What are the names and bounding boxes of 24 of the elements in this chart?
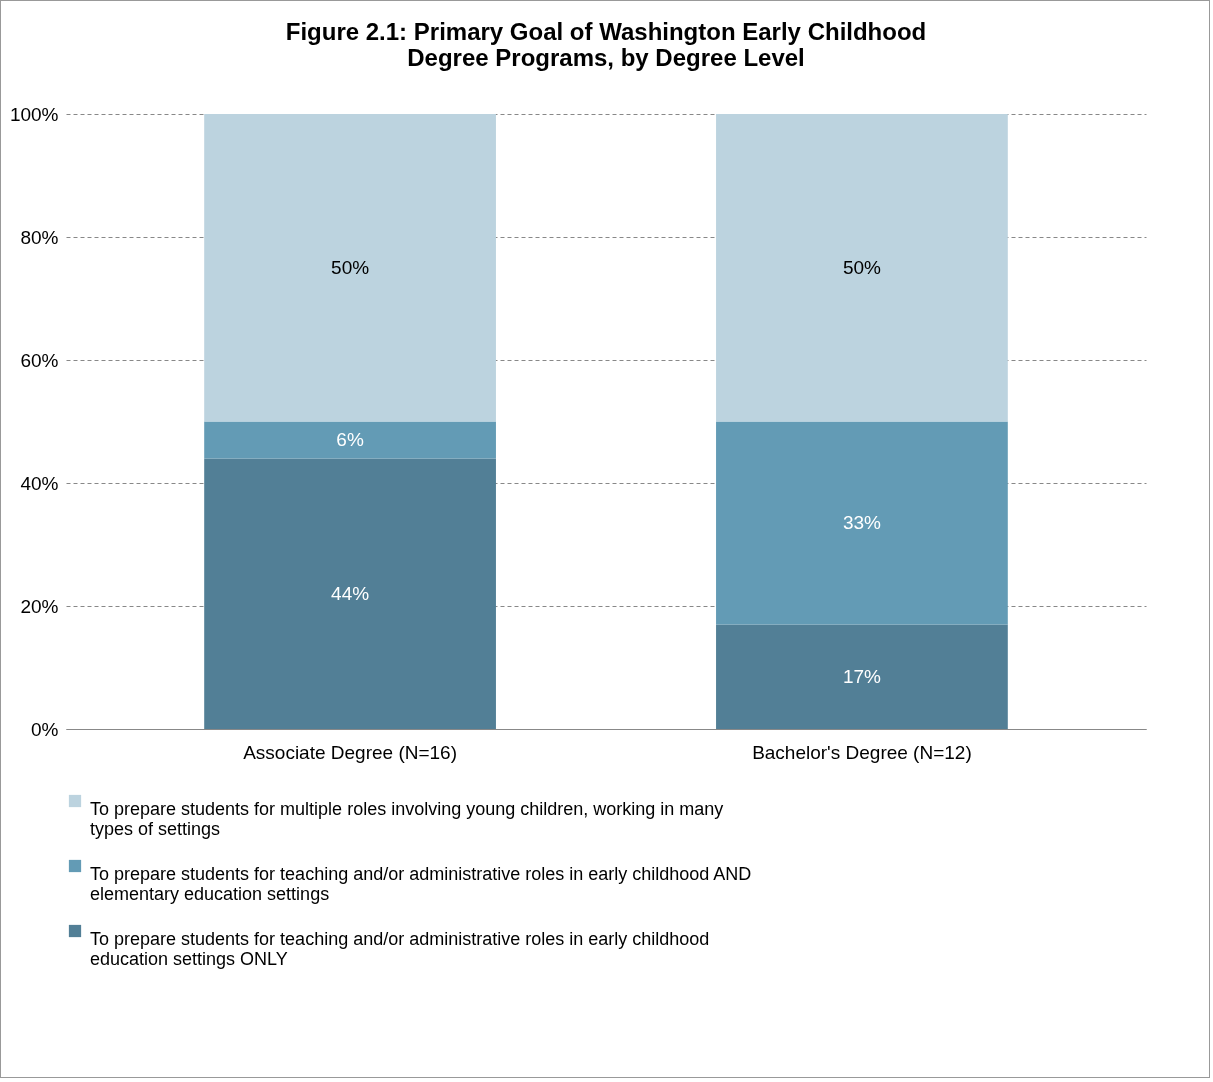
data-label: 50% (842, 256, 882, 278)
data-label: 50% (331, 256, 370, 278)
y-tick-label: 60% (20, 349, 59, 371)
data-label: 33% (842, 511, 882, 533)
legend-label: To prepare students for multiple roles involving young children, working in many types of settings (90, 799, 724, 839)
legend-label: To prepare students for teaching and/or administrative roles in early childhood education settings ONLY (90, 929, 710, 969)
x-tick-label: Associate Degree (N=16) (243, 741, 458, 763)
bar (716, 624, 1008, 729)
data-label: 17% (842, 665, 882, 687)
data-label: 6% (336, 428, 364, 450)
y-tick-label: 100% (9, 103, 59, 125)
bar (716, 114, 1008, 422)
y-tick-label: 0% (31, 718, 59, 740)
bar (204, 421, 496, 459)
y-tick-label: 40% (20, 472, 59, 494)
bar (204, 458, 496, 729)
data-label: 44% (331, 582, 370, 604)
y-tick-label: 20% (20, 595, 59, 617)
y-tick-label: 80% (20, 226, 59, 248)
x-tick-label: Bachelor's Degree (N=12) (752, 741, 972, 763)
chart-title: Figure 2.1: Primary Goal of Washington Early Childhood Degree Programs, by Degree Level (285, 18, 927, 71)
bar (204, 114, 496, 422)
legend-label: To prepare students for teaching and/or administrative roles in early childhood AND elementary education settings (90, 864, 752, 904)
bar (716, 421, 1008, 625)
